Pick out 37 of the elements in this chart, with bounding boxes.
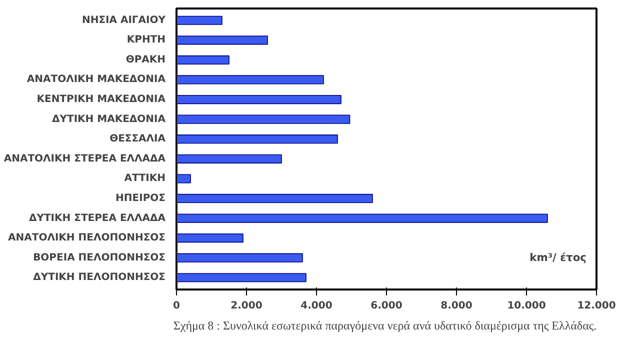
x-tick-label: 2.000: [230, 300, 262, 312]
bar: [176, 134, 338, 144]
x-tick-label: 0: [173, 300, 180, 312]
annotation: km³/ έτος: [530, 250, 587, 264]
bar: [176, 233, 244, 243]
bar: [176, 55, 230, 65]
bar: [176, 75, 324, 84]
x-tick-label: 10.000: [507, 300, 546, 312]
y-tick-label: ΘΕΣΣΑΛΙΑ: [110, 134, 166, 145]
bar: [176, 194, 373, 204]
bar: [176, 114, 350, 124]
x-tick-label: 6.000: [370, 300, 402, 312]
y-tick-label: ΑΝΑΤΟΛΙΚΗ ΜΑΚΕΔΟΝΙΑ: [26, 74, 166, 86]
y-tick-label: ΚΡΗΤΗ: [126, 34, 166, 46]
bar: [176, 174, 191, 184]
bar: [176, 36, 268, 45]
y-tick-label: ΝΗΣΙΑ ΑΙΓΑΙΟΥ: [82, 14, 166, 26]
bar: [176, 214, 548, 223]
y-tick-label: ΑΤΤΙΚΗ: [124, 173, 166, 184]
text: Σχήμα 8 : Συνολικά εσωτερικά παραγόμενα νερά ανά υδατικό διαμέρισμα της Ελλάδας.: [173, 318, 597, 332]
x-tick-label: 4.000: [300, 300, 332, 312]
y-tick-label: ΒΟΡΕΙΑ ΠΕΛΟΠΟΝΗΣΟΣ: [33, 252, 166, 264]
y-tick-label: ΔΥΤΙΚΗ ΜΑΚΕΔΟΝΙΑ: [52, 114, 166, 125]
y-tick-label: ΑΝΑΤΟΛΙΚΗ ΣΤΕΡΕΑ ΕΛΛΑΔΑ: [4, 153, 166, 164]
x-tick-label: 12.000: [577, 300, 616, 312]
y-tick-label: ΔΥΤΙΚΗ ΠΕΛΟΠΟΝΗΣΟΣ: [33, 272, 166, 284]
bar: [176, 273, 306, 282]
bar: [176, 94, 342, 104]
y-tick-label: ΔΥΤΙΚΗ ΣΤΕΡΕΑ ΕΛΛΑΔΑ: [28, 212, 166, 224]
y-tick-label: ΘΡΑΚΗ: [126, 54, 166, 66]
bar: [176, 154, 282, 164]
bar: [176, 16, 222, 25]
x-tick-label: 8.000: [440, 300, 472, 312]
y-tick-label: ΗΠΕΙΡΟΣ: [116, 192, 166, 204]
y-tick-label: ΑΝΑΤΟΛΙΚΗ ΠΕΛΟΠΟΝΗΣΟΣ: [8, 232, 166, 244]
bar: [176, 253, 303, 262]
y-tick-label: ΚΕΝΤΡΙΚΗ ΜΑΚΕΔΟΝΙΑ: [36, 94, 166, 106]
